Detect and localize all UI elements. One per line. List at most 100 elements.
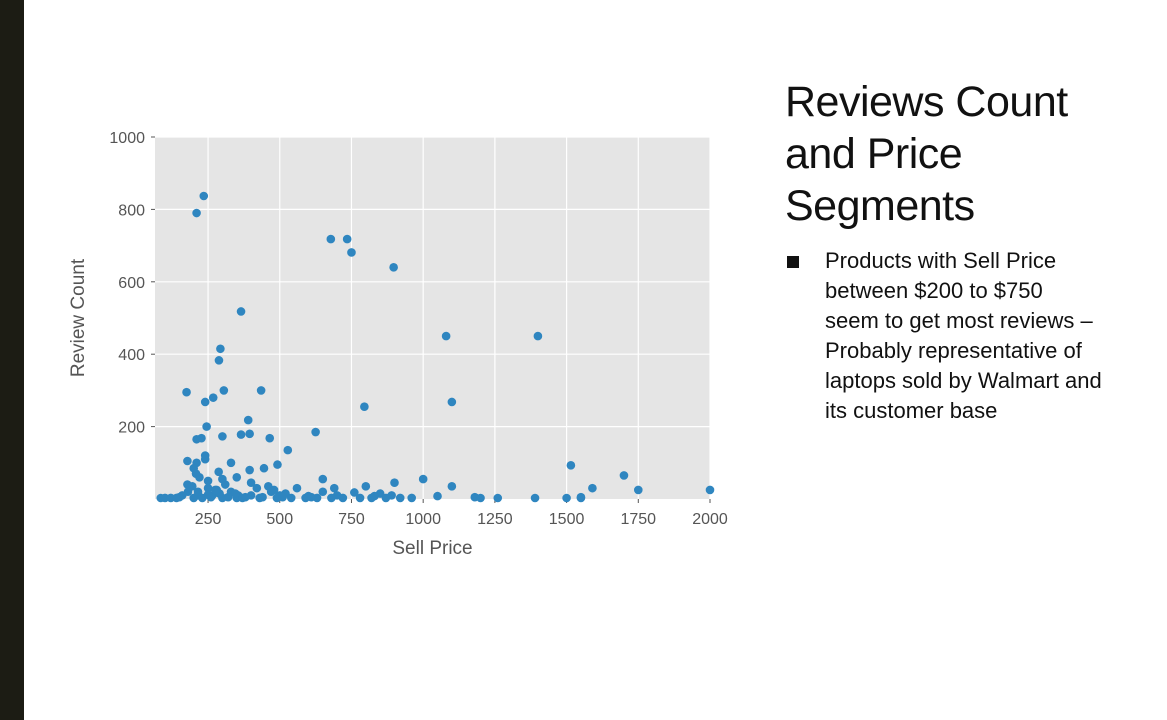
data-point (327, 493, 336, 503)
data-point (705, 485, 715, 495)
data-point (342, 234, 352, 244)
y-tick-label: 1000 (109, 130, 145, 147)
data-point (200, 397, 210, 407)
data-point (208, 393, 218, 402)
x-tick-label: 1000 (405, 511, 441, 528)
data-point (273, 460, 282, 469)
x-tick-label: 1750 (620, 511, 656, 528)
data-point (259, 463, 269, 473)
data-point (360, 402, 369, 411)
data-point (214, 467, 223, 477)
data-point (175, 492, 184, 502)
bullet-text-line: Products with Sell Price (825, 248, 1057, 273)
data-point (350, 488, 359, 497)
data-point (192, 434, 201, 444)
axis-ticks: 250 500 750 1000 1250 1500 1750 2000 200 400 600 80… (109, 130, 727, 528)
data-point (441, 331, 451, 341)
bullet-item: Products with Sell Price between $200 to… (787, 246, 1157, 426)
data-point (318, 487, 328, 497)
data-point (533, 331, 543, 341)
data-point (329, 483, 339, 493)
x-tick-label: 1500 (549, 511, 585, 528)
data-point (433, 491, 442, 501)
x-tick-label: 750 (338, 511, 365, 528)
bullet-text-line: laptops sold by Walmart and (825, 368, 1102, 393)
data-point (189, 493, 199, 503)
data-point (200, 454, 210, 464)
data-point (252, 483, 262, 493)
square-bullet-icon (787, 256, 799, 268)
slide-title: Reviews Count and Price Segments (785, 76, 1145, 232)
data-point (390, 478, 399, 488)
data-point (203, 490, 213, 499)
x-tick-label: 1250 (477, 511, 513, 528)
slide-accent-bar (0, 0, 24, 720)
x-tick-label: 2000 (692, 511, 728, 528)
y-tick-label: 400 (118, 347, 145, 364)
data-point (326, 234, 336, 244)
y-axis-label: Review Count (68, 258, 89, 377)
data-point (218, 432, 227, 441)
data-point (283, 445, 293, 455)
data-point (395, 493, 405, 503)
data-point (216, 344, 225, 354)
data-point (619, 471, 629, 480)
data-point (355, 493, 365, 503)
title-line: Reviews Count (785, 78, 1068, 126)
data-point (241, 492, 250, 502)
data-point (278, 492, 287, 502)
scatter-chart: 250 500 750 1000 1250 1500 1750 2000 200 400 600 80… (60, 120, 750, 570)
plot-background (155, 137, 710, 499)
title-line: Segments (785, 182, 975, 230)
bullet-text-line: between $200 to $750 (825, 278, 1043, 303)
x-tick-label: 250 (195, 511, 222, 528)
data-point (633, 485, 643, 495)
data-point (195, 472, 204, 482)
data-point (265, 433, 275, 443)
data-point (193, 487, 203, 497)
bullet-list: Products with Sell Price between $200 to… (787, 246, 1157, 426)
data-point (266, 487, 276, 497)
data-point (203, 483, 213, 493)
title-line: and Price (785, 130, 963, 178)
data-point (203, 476, 213, 486)
data-point (367, 493, 376, 503)
data-point (407, 493, 417, 503)
bullet-text-line: its customer base (825, 398, 998, 423)
data-point (418, 474, 428, 484)
data-point (476, 493, 485, 503)
data-point (243, 415, 253, 425)
data-point (307, 492, 316, 502)
y-tick-label: 200 (118, 420, 145, 437)
bullet-text-line: seem to get most reviews – (825, 308, 1093, 333)
chart-svg: 250 500 750 1000 1250 1500 1750 2000 200 400 600 80… (68, 130, 728, 559)
data-point (292, 483, 302, 493)
data-point (318, 474, 328, 484)
data-point (236, 430, 246, 439)
data-point (338, 493, 348, 503)
data-point (182, 387, 191, 397)
data-point (311, 427, 320, 437)
x-tick-label: 500 (266, 511, 293, 528)
data-point (236, 307, 246, 316)
y-tick-label: 600 (118, 275, 145, 292)
data-point (231, 489, 240, 498)
data-point (361, 482, 371, 491)
data-points (156, 191, 715, 503)
data-point (199, 191, 209, 201)
data-point (258, 492, 267, 502)
data-point (588, 483, 597, 493)
data-point (256, 386, 266, 395)
data-point (389, 263, 398, 272)
data-point (219, 386, 229, 395)
data-point (286, 493, 296, 503)
data-point (183, 456, 192, 466)
bullet-text-line: Probably representative of (825, 338, 1082, 363)
grid-lines (155, 136, 711, 499)
data-point (576, 493, 586, 503)
data-point (192, 208, 201, 218)
data-point (245, 429, 254, 439)
data-point (202, 422, 211, 431)
data-point (493, 493, 503, 503)
data-point (210, 485, 220, 495)
